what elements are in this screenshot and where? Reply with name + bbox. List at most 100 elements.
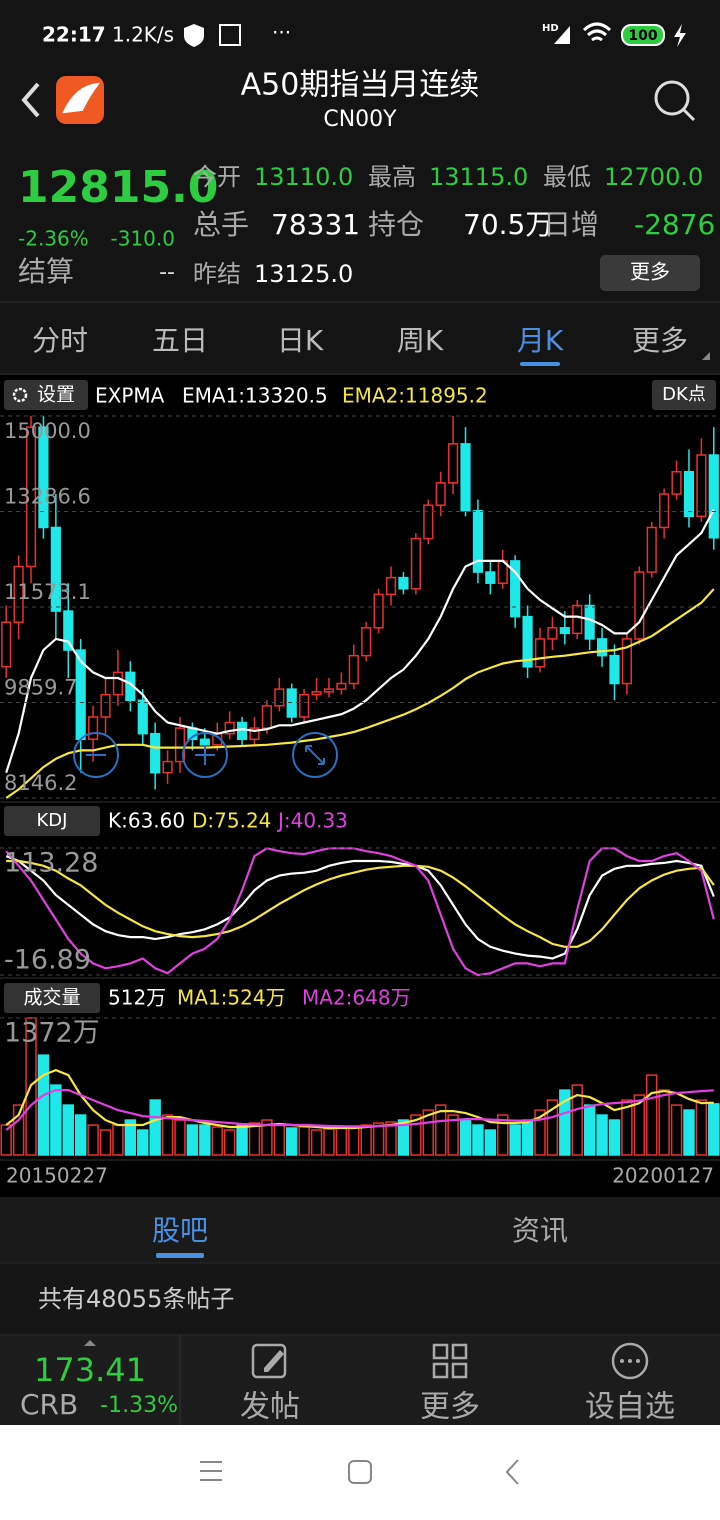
y-tick-label: -16.89 <box>4 945 91 976</box>
grid-icon <box>432 1343 468 1379</box>
search-button[interactable] <box>654 80 690 116</box>
settings-button[interactable] <box>4 380 88 410</box>
kdj-button[interactable] <box>4 806 100 836</box>
candle-body <box>559 627 570 635</box>
volume-bar <box>261 1119 273 1156</box>
index-value[interactable]: 173.41 <box>34 1351 146 1389</box>
candle-body <box>137 699 148 735</box>
chart-bg <box>0 375 720 1197</box>
stat-value: 70.5万 <box>463 208 553 241</box>
section-tab[interactable]: 股吧 <box>152 1214 208 1247</box>
legend-ma2: MA2:648万 <box>302 986 411 1010</box>
more-button-label: 更多 <box>630 260 670 284</box>
gear-icon <box>12 387 28 403</box>
indicator-line <box>5 588 715 799</box>
more-button[interactable] <box>600 255 700 291</box>
period-tabs: 分时 五日 日K 周K 月K 更多 <box>32 324 688 366</box>
back-button[interactable] <box>21 82 40 118</box>
volume-bar <box>310 1129 323 1156</box>
top-bg <box>0 0 720 300</box>
stat-value: 13110.0 <box>254 163 353 191</box>
period-tab[interactable]: 月K <box>517 324 564 357</box>
candle-body <box>410 537 421 590</box>
candle-body <box>25 426 37 568</box>
index-change: -1.33% <box>100 1393 178 1418</box>
footer-button[interactable]: 更多 <box>420 1390 480 1425</box>
volume-bar <box>186 1124 199 1156</box>
candle-body <box>299 693 310 718</box>
candle-body <box>708 454 719 539</box>
volume-bar <box>50 1084 62 1156</box>
volume-bar <box>112 1124 124 1156</box>
candle-body <box>634 571 645 640</box>
volume-bar <box>174 1119 186 1156</box>
volume-bar <box>149 1099 161 1156</box>
period-tab[interactable]: 周K <box>397 324 444 357</box>
zoom-in[interactable] <box>182 732 228 778</box>
volume-bar <box>497 1114 509 1156</box>
volume-bar <box>211 1126 223 1156</box>
indicator-line <box>6 859 715 948</box>
volume-bar <box>12 1104 25 1156</box>
volume-bar <box>87 1124 99 1156</box>
volume-bar <box>583 1104 596 1156</box>
candle-body <box>63 610 74 651</box>
candle-body <box>460 443 471 512</box>
volume-bar <box>509 1124 521 1156</box>
period-tab[interactable]: 五日 <box>152 324 208 357</box>
header-title: A50期指当月连续 <box>241 68 480 103</box>
app-logo <box>62 82 101 114</box>
y-tick-label: 9859.7 <box>4 675 77 699</box>
candle-body <box>323 688 335 693</box>
nav-home[interactable] <box>348 1460 372 1484</box>
tabs-bg <box>0 300 720 375</box>
candle-body <box>485 571 496 584</box>
settle-value: -- <box>159 260 175 285</box>
candle-body <box>336 682 347 690</box>
index-indicator <box>84 1340 96 1346</box>
nav-bar <box>0 1425 720 1520</box>
nav-back[interactable] <box>505 1459 519 1485</box>
nav-menu[interactable] <box>200 1461 222 1481</box>
volume-bar <box>559 1089 571 1156</box>
volume-bar <box>646 1074 658 1156</box>
candle-body <box>112 671 124 696</box>
post-count: 共有48055条帖子 <box>38 1285 234 1313</box>
battery-level: 100 <box>628 28 657 44</box>
dk-button[interactable] <box>652 380 716 410</box>
fullscreen[interactable] <box>292 732 338 778</box>
candle-body <box>348 654 359 685</box>
chart-bar <box>0 1017 720 1156</box>
section-tab[interactable]: 资讯 <box>512 1214 568 1247</box>
stat-label: 昨结 <box>193 260 241 288</box>
footer-bg <box>0 1335 720 1425</box>
volume-bar <box>434 1104 447 1156</box>
footer-button[interactable]: 发帖 <box>240 1390 300 1425</box>
period-tab[interactable]: 更多 <box>632 324 688 357</box>
sim-icon <box>219 24 241 46</box>
candle-body <box>398 576 409 590</box>
change-pct: -2.36% <box>18 227 89 251</box>
period-tab[interactable]: 日K <box>277 324 324 357</box>
candle-body <box>249 727 260 741</box>
volume-bar <box>571 1084 583 1156</box>
charging-icon <box>674 24 686 47</box>
volume-bar <box>484 1129 497 1156</box>
volume-bar <box>62 1104 74 1156</box>
period-tab[interactable]: 分时 <box>32 324 88 357</box>
indicator-line <box>5 847 715 977</box>
stat-value: 12700.0 <box>604 163 703 191</box>
volume-bar <box>447 1114 459 1156</box>
candle-body <box>50 526 61 612</box>
watch-icon <box>611 1342 649 1380</box>
last-price: 12815.0 <box>18 162 218 213</box>
footer-button[interactable]: 设自选 <box>585 1390 675 1425</box>
wifi-icon <box>582 22 612 42</box>
volume-bar <box>199 1124 211 1156</box>
battery <box>621 24 665 46</box>
candle-body <box>150 732 161 774</box>
volume-button[interactable] <box>4 983 100 1013</box>
indicator-name: EXPMA <box>95 384 165 408</box>
zoom-out[interactable] <box>73 732 119 778</box>
